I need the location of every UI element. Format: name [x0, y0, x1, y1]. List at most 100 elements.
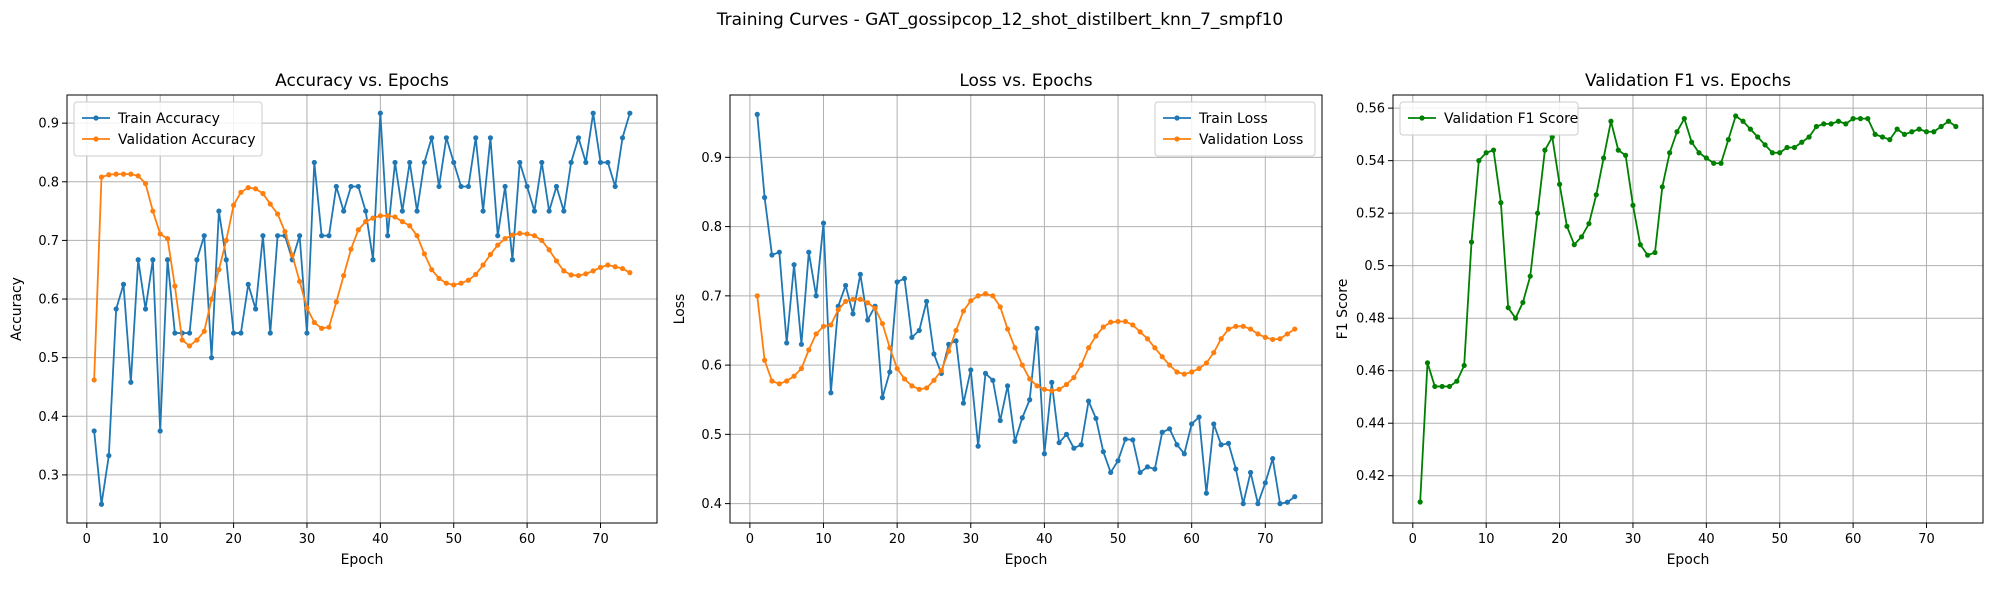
train-loss-point — [879, 395, 886, 401]
validation-loss-point — [923, 385, 930, 391]
validation-loss-point — [1078, 362, 1084, 368]
validation-loss-point — [960, 308, 967, 314]
validation-loss-point — [806, 347, 812, 353]
validation-loss-point — [1071, 374, 1077, 381]
validation-f1-score-legend-marker — [1419, 115, 1425, 121]
validation-accuracy-point — [355, 227, 361, 233]
loss-y-tick-label: 0.8 — [701, 220, 722, 235]
validation-accuracy-point — [282, 229, 288, 235]
train-accuracy-point — [480, 208, 486, 214]
validation-f1-score-point — [1828, 121, 1834, 127]
validation-loss-point — [1130, 322, 1136, 328]
train-accuracy-point — [201, 233, 207, 239]
train-accuracy-point — [311, 159, 317, 166]
train-loss-point — [1189, 421, 1195, 427]
train-accuracy-point — [495, 233, 501, 239]
f1-x-tick-label: 40 — [1698, 532, 1715, 547]
validation-f1-score-point — [1623, 152, 1629, 158]
train-loss-point — [1270, 455, 1276, 462]
loss-chart-xlabel: Epoch — [1005, 552, 1048, 568]
validation-loss-point — [1203, 360, 1209, 366]
validation-loss-point — [982, 291, 989, 297]
train-loss-point — [1004, 383, 1011, 389]
validation-loss-point — [1233, 323, 1239, 329]
validation-f1-score-point — [1571, 242, 1577, 248]
train-accuracy-point — [260, 233, 266, 239]
train-loss-point — [1034, 325, 1040, 331]
validation-f1-score-point — [1755, 134, 1761, 140]
train-accuracy-points — [91, 110, 633, 507]
train-accuracy-point — [553, 183, 560, 190]
train-accuracy-point — [517, 159, 523, 166]
train-loss-point — [923, 298, 930, 304]
train-accuracy-point — [208, 355, 215, 361]
validation-loss-point — [879, 320, 886, 327]
validation-f1-score-point — [1476, 158, 1482, 164]
validation-f1-score-point — [1945, 118, 1952, 124]
train-accuracy-point — [304, 330, 310, 336]
train-loss-point — [1100, 449, 1106, 455]
f1-x-tick-label: 50 — [1771, 532, 1788, 547]
train-accuracy-point — [385, 233, 391, 239]
train-accuracy-point — [561, 208, 567, 214]
loss-x-tick-label: 0 — [746, 532, 754, 547]
validation-loss-point — [901, 376, 908, 382]
validation-f1-score-point — [1916, 126, 1922, 132]
validation-accuracy-point — [509, 232, 516, 238]
train-accuracy-point — [597, 159, 604, 166]
loss-x-tick-label: 60 — [1183, 532, 1200, 547]
train-accuracy-point — [377, 110, 383, 116]
validation-loss-point — [953, 327, 959, 334]
validation-accuracy-point — [429, 267, 435, 273]
validation-accuracy-point — [275, 211, 281, 217]
accuracy-y-tick-label: 0.8 — [38, 175, 59, 190]
f1-y-tick-label: 0.5 — [1364, 259, 1385, 274]
train-loss-point — [975, 443, 981, 449]
train-loss-point — [1211, 421, 1217, 427]
f1-x-tick-label: 20 — [1551, 532, 1568, 547]
validation-accuracy-point — [289, 252, 295, 258]
train-loss-point — [1166, 426, 1173, 432]
train-accuracy-point — [135, 257, 141, 263]
validation-loss-point — [968, 298, 974, 304]
validation-accuracy-point — [363, 219, 369, 225]
train-accuracy-point — [267, 330, 273, 336]
train-loss-point — [1196, 414, 1202, 420]
validation-accuracy-point — [179, 337, 185, 343]
validation-f1-score-point — [1667, 150, 1673, 156]
validation-loss-point — [835, 307, 841, 313]
validation-f1-score-point — [1784, 144, 1790, 151]
validation-loss-point — [946, 348, 952, 354]
validation-f1-score-point — [1534, 210, 1541, 216]
validation-loss-point — [1292, 326, 1298, 332]
validation-accuracy-point — [120, 171, 127, 177]
validation-f1-score-point — [1608, 118, 1614, 124]
validation-loss-point — [1108, 319, 1114, 325]
validation-loss-point — [1063, 381, 1070, 388]
train-loss-point — [1233, 466, 1239, 472]
validation-f1-score-point — [1659, 184, 1665, 190]
accuracy-x-tick-label: 10 — [152, 532, 169, 547]
train-accuracy-point — [509, 257, 516, 263]
validation-f1-score-point — [1454, 378, 1460, 384]
validation-f1-score-point — [1865, 116, 1871, 122]
accuracy-x-tick-label: 0 — [83, 532, 91, 547]
validation-f1-score-point — [1468, 239, 1475, 245]
validation-loss-point — [1277, 336, 1283, 342]
train-loss-point — [909, 334, 915, 340]
loss-x-tick-label: 40 — [1036, 532, 1053, 547]
validation-f1-score-point — [1806, 134, 1812, 140]
train-accuracy-point — [186, 330, 193, 336]
validation-loss-point — [769, 378, 775, 384]
train-accuracy-point — [473, 135, 479, 141]
train-accuracy-point — [627, 110, 633, 116]
validation-loss-point — [1166, 362, 1173, 368]
train-accuracy-point — [568, 159, 574, 166]
train-loss-point — [1122, 436, 1129, 442]
train-accuracy-point — [157, 428, 163, 434]
train-loss-point — [828, 390, 834, 396]
train-accuracy-point — [414, 208, 420, 214]
validation-f1-score-point — [1505, 305, 1511, 311]
loss-y-tick-label: 0.7 — [701, 289, 722, 304]
validation-accuracy-legend-marker — [93, 136, 99, 142]
